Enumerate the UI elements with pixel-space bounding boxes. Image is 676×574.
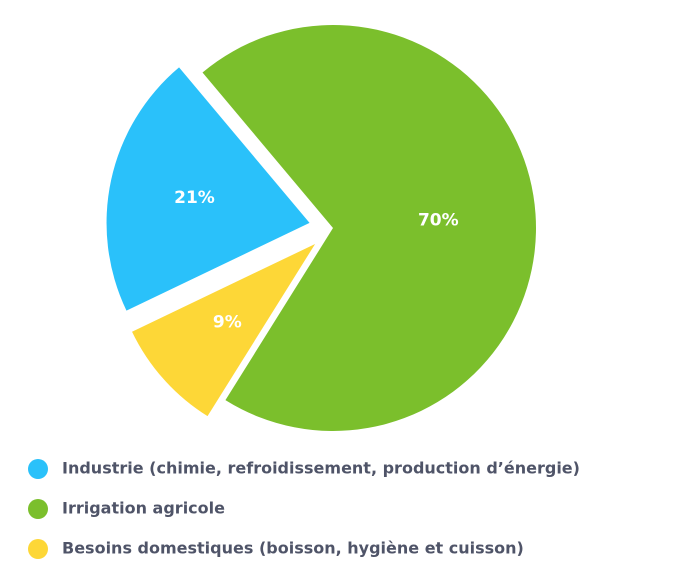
data-label: 70% — [418, 211, 459, 231]
legend-marker — [28, 459, 48, 479]
pie-slice — [202, 25, 537, 432]
data-label: 21% — [174, 188, 215, 208]
legend-marker — [28, 499, 48, 519]
legend-label: Industrie (chimie, refroidissement, prod… — [62, 459, 580, 478]
pie-slice — [106, 67, 310, 311]
legend-label: Besoins domestiques (boisson, hygiène et… — [62, 539, 524, 558]
legend-label: Irrigation agricole — [62, 499, 225, 518]
legend-marker — [28, 539, 48, 559]
data-label: 9% — [213, 312, 242, 332]
pie-slice — [132, 243, 316, 417]
